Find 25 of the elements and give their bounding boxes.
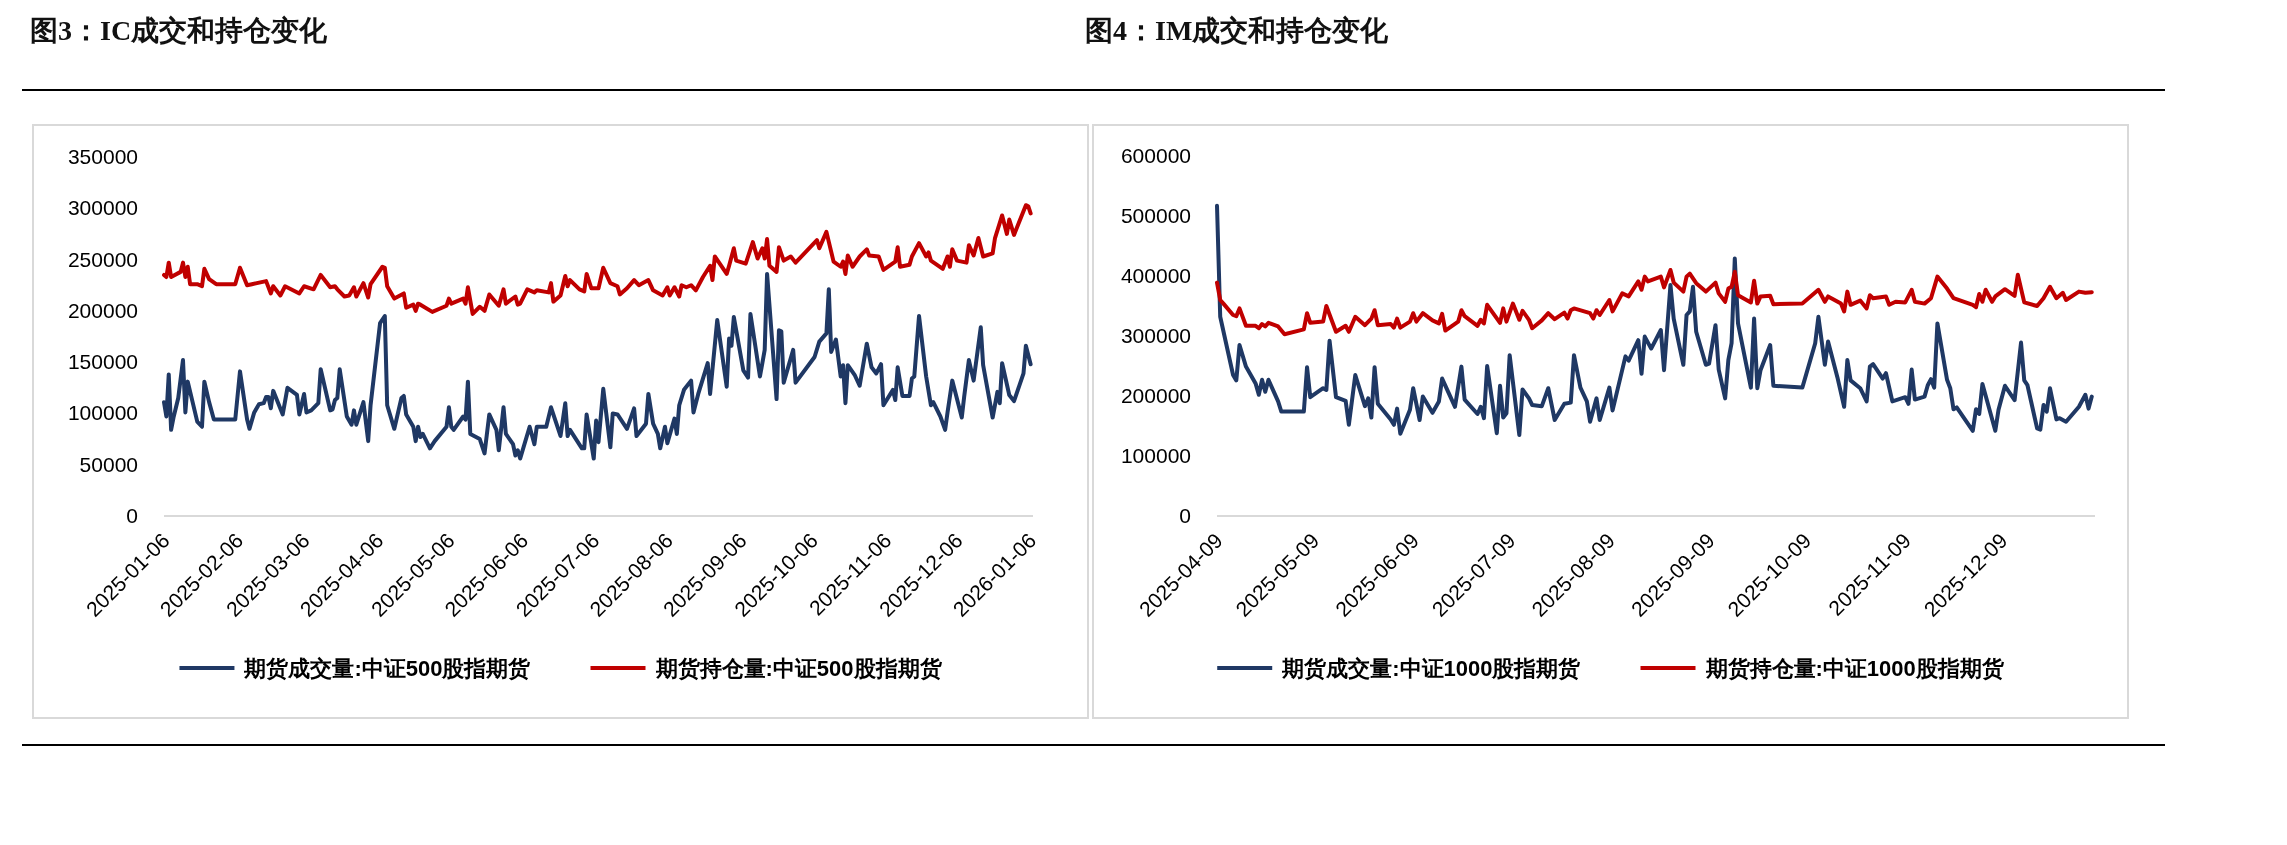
line-series [162, 203, 1033, 316]
y-tick-label: 300000 [1120, 324, 1191, 347]
y-tick-label: 200000 [1120, 384, 1191, 407]
legend-label: 期货持仓量:中证500股指期货 [654, 656, 942, 681]
y-tick-label: 500000 [1120, 204, 1191, 227]
chart-title: 图3：IC成交和持仓变化 [30, 15, 329, 46]
y-tick-label: 400000 [1120, 264, 1191, 287]
y-tick-label: 200000 [67, 298, 138, 322]
y-tick-label: 50000 [79, 452, 138, 476]
y-tick-label: 300000 [67, 196, 138, 220]
y-tick-label: 100000 [67, 401, 138, 425]
chart-title: 图4：IM成交和持仓变化 [1085, 15, 1390, 46]
legend-label: 期货成交量:中证500股指期货 [243, 656, 531, 681]
legend-label: 期货持仓量:中证1000股指期货 [1704, 656, 2004, 681]
legend-label: 期货成交量:中证1000股指期货 [1281, 656, 1581, 681]
y-tick-label: 350000 [67, 145, 138, 168]
line-series [1215, 268, 2094, 337]
y-tick-label: 0 [126, 504, 138, 527]
line-series [162, 271, 1033, 461]
y-tick-label: 600000 [1120, 144, 1191, 167]
y-tick-label: 0 [1179, 504, 1191, 527]
y-tick-label: 250000 [67, 247, 138, 271]
y-tick-label: 150000 [67, 350, 138, 374]
y-tick-label: 100000 [1120, 444, 1191, 467]
line-series [1215, 203, 2094, 437]
